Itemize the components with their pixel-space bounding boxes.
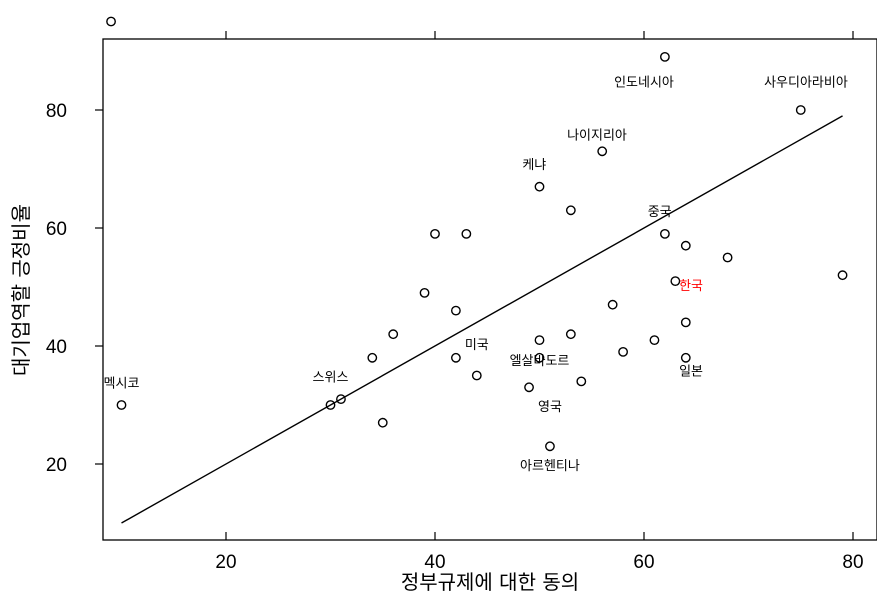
data-point <box>534 352 545 363</box>
data-point <box>377 417 388 428</box>
data-point <box>450 305 461 316</box>
y-tick-label: 80 <box>46 101 67 122</box>
data-point <box>450 352 461 363</box>
data-point <box>565 329 576 340</box>
data-point <box>471 370 482 381</box>
data-point <box>670 276 681 286</box>
x-axis-title: 정부규제에 대한 동의 <box>401 570 579 594</box>
x-tick-label: 20 <box>215 552 236 573</box>
data-point <box>388 329 399 340</box>
point-label: 미국 <box>465 338 489 353</box>
data-point <box>680 317 691 328</box>
point-label: 멕시코 <box>104 376 140 391</box>
point-label: 사우디아라비아 <box>764 75 848 90</box>
axis-tick-labels: 20 40 60 80 20 40 60 80 <box>46 101 864 573</box>
data-point <box>722 252 733 263</box>
data-point <box>597 146 608 157</box>
data-point <box>461 228 472 239</box>
axis-ticks <box>95 31 854 540</box>
data-point <box>534 335 545 345</box>
data-point <box>649 335 660 345</box>
point-label: 영국 <box>538 400 562 415</box>
data-points <box>106 16 848 452</box>
point-label: 한국 <box>679 279 703 294</box>
x-tick-label: 60 <box>633 552 654 573</box>
point-label: 나이지리아 <box>567 129 627 144</box>
point-label: 엘살바도르 <box>510 354 570 369</box>
regression-line <box>121 115 843 524</box>
data-point <box>680 240 691 251</box>
x-tick-label: 80 <box>842 552 863 573</box>
data-point <box>524 382 534 393</box>
data-point <box>576 376 587 387</box>
data-point <box>534 181 545 192</box>
y-tick-label: 60 <box>46 219 67 240</box>
data-point <box>545 441 555 452</box>
data-point <box>660 228 670 239</box>
point-label: 아르헨티나 <box>520 459 580 474</box>
point-label: 케냐 <box>522 158 546 173</box>
data-point <box>607 299 618 310</box>
x-tick-label: 40 <box>424 552 445 573</box>
point-label: 스위스 <box>313 370 349 385</box>
plot-frame <box>102 38 877 541</box>
data-point <box>660 52 670 62</box>
data-point <box>367 352 378 363</box>
data-point <box>680 352 691 363</box>
data-point <box>618 346 628 357</box>
y-axis-title: 대기업역할 긍정비율 <box>9 204 33 376</box>
data-point <box>837 270 848 281</box>
data-point <box>336 394 346 404</box>
point-label: 일본 <box>679 365 703 380</box>
y-tick-label: 40 <box>46 337 67 358</box>
data-point <box>419 287 430 298</box>
data-point <box>795 105 806 115</box>
y-tick-label: 20 <box>46 455 67 476</box>
data-point <box>565 205 576 216</box>
point-label: 인도네시아 <box>614 75 674 90</box>
data-point <box>430 228 440 239</box>
data-point <box>325 400 336 410</box>
point-label: 중국 <box>648 205 672 220</box>
data-point <box>106 16 116 27</box>
data-point <box>116 400 127 410</box>
